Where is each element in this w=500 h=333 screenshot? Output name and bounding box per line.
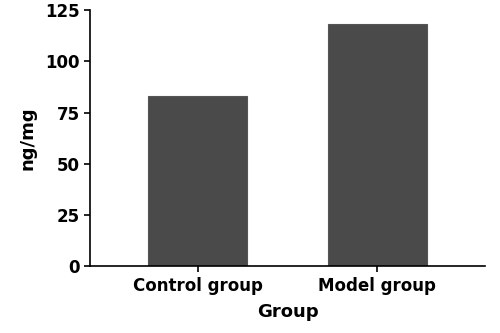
Y-axis label: ng/mg: ng/mg — [18, 106, 36, 170]
X-axis label: Group: Group — [256, 303, 318, 321]
Bar — [148, 96, 247, 266]
Bar — [328, 24, 426, 266]
